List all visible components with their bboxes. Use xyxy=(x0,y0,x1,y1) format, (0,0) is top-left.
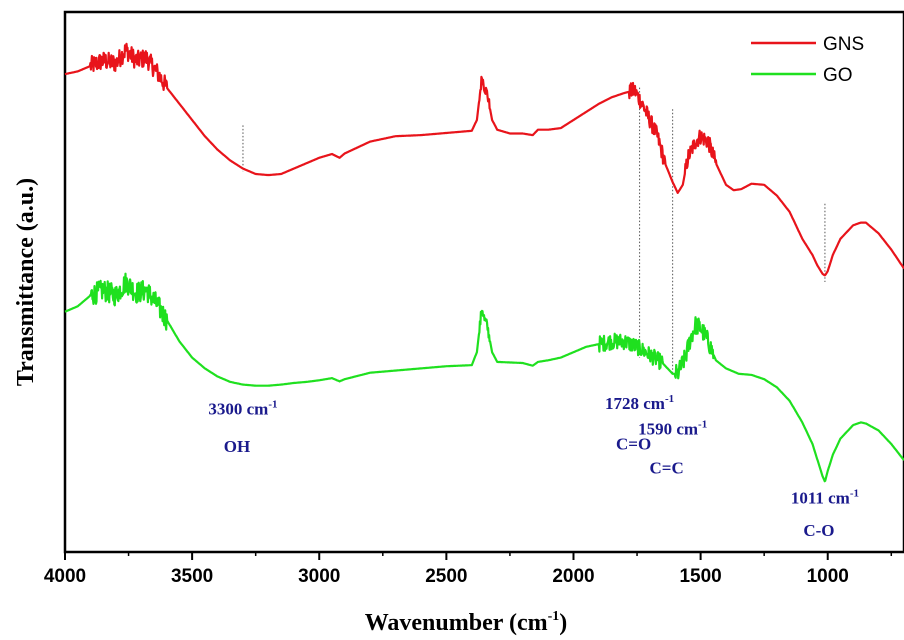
annotation-label-3: 1011 cm-1 xyxy=(791,487,859,507)
x-axis: 4000 3500 3000 2500 2000 1500 1000 xyxy=(44,552,893,587)
annotation-label-0: 3300 cm-1 xyxy=(208,398,277,418)
series-layer xyxy=(64,42,904,483)
legend-label-gns: GNS xyxy=(823,34,864,55)
legend: GNS GO xyxy=(751,34,864,86)
x-tick-label-1500: 1500 xyxy=(679,566,721,587)
x-axis-title-sup: -1 xyxy=(548,609,560,624)
series-line-gns xyxy=(64,42,904,277)
x-axis-title-end: ) xyxy=(559,610,567,636)
x-axis-title: Wavenumber (cm-1) xyxy=(365,609,568,636)
annotation-group-0: OH xyxy=(224,437,250,456)
x-tick-label-3500: 3500 xyxy=(171,566,213,587)
annotation-group-2: C=C xyxy=(650,459,684,478)
x-axis-title-main: Wavenumber (cm xyxy=(365,610,548,636)
x-tick-label-2500: 2500 xyxy=(425,566,467,587)
x-tick-label-1000: 1000 xyxy=(807,566,849,587)
annotation-label-1: 1728 cm-1 xyxy=(605,393,674,413)
x-tick-label-2000: 2000 xyxy=(552,566,594,587)
annotation-label-2: 1590 cm-1 xyxy=(638,418,707,438)
annotation-group-3: C-O xyxy=(803,521,834,540)
legend-label-go: GO xyxy=(823,65,853,86)
series-line-go xyxy=(64,272,904,483)
x-tick-label-3000: 3000 xyxy=(298,566,340,587)
annotation-group-1: C=O xyxy=(616,434,651,453)
plot-frame xyxy=(63,10,904,554)
y-axis-title: Transmittance (a.u.) xyxy=(13,178,39,386)
x-tick-label-4000: 4000 xyxy=(44,566,86,587)
